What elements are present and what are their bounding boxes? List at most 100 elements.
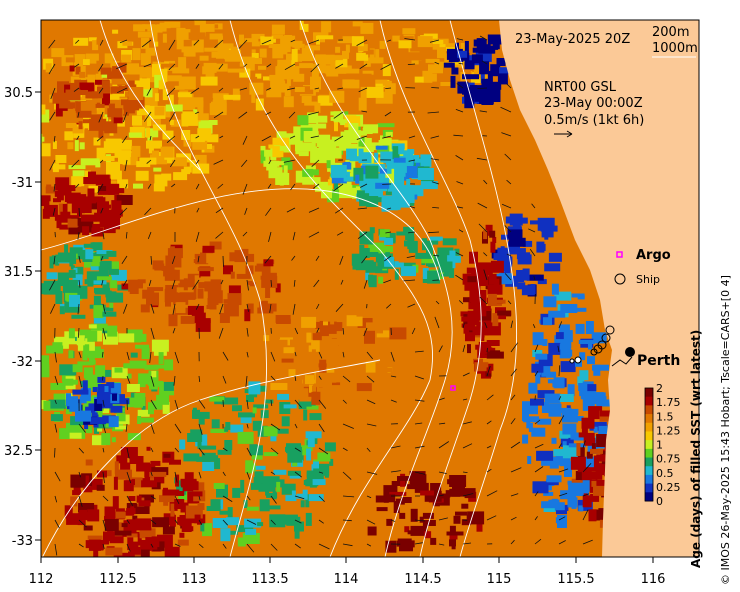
sst-cell — [182, 481, 199, 492]
sst-cell — [114, 530, 132, 536]
sst-cell — [165, 111, 171, 118]
sst-cell — [376, 330, 391, 338]
sst-cell — [92, 435, 106, 446]
current-arrow — [316, 303, 320, 310]
current-arrow — [359, 63, 368, 70]
sst-cell — [191, 456, 204, 461]
current-arrow — [169, 111, 176, 122]
current-arrow — [222, 255, 224, 267]
sst-cell — [317, 95, 333, 106]
current-arrow — [78, 543, 84, 548]
sst-cell — [201, 452, 216, 462]
current-arrow — [334, 207, 344, 214]
sst-cell — [275, 173, 290, 185]
current-arrow — [342, 327, 345, 335]
sst-cell — [399, 512, 406, 519]
sst-cell — [587, 356, 595, 365]
sst-cell — [117, 179, 129, 189]
sst-cell — [388, 494, 396, 503]
current-arrow — [49, 159, 56, 171]
current-arrow — [462, 421, 472, 425]
sst-cell — [178, 100, 196, 111]
sst-cell — [449, 250, 456, 260]
sst-cell — [251, 58, 262, 64]
current-arrow — [390, 351, 395, 362]
sst-cell — [559, 345, 571, 359]
sst-cell — [311, 131, 319, 144]
sst-cell — [344, 347, 361, 354]
sst-cell — [144, 115, 161, 126]
sst-cell — [438, 261, 453, 273]
sst-cell — [111, 113, 116, 126]
sst-cell — [68, 93, 72, 100]
sst-cell — [476, 519, 483, 532]
current-arrow — [102, 375, 104, 381]
current-arrow — [126, 495, 134, 506]
current-arrow — [174, 447, 179, 453]
sst-cell — [177, 539, 189, 546]
current-arrow — [222, 543, 227, 549]
sst-cell — [159, 495, 175, 503]
sst-cell — [259, 499, 270, 512]
sst-cell — [172, 68, 190, 74]
sst-cell — [367, 526, 377, 536]
sst-cell — [49, 256, 54, 269]
current-arrow — [121, 135, 128, 144]
sst-cell — [365, 49, 374, 55]
sst-cell — [165, 285, 179, 293]
sst-cell — [591, 480, 597, 487]
current-arrow — [462, 344, 466, 353]
current-arrow — [102, 399, 105, 407]
sst-cell — [253, 404, 269, 409]
current-arrow — [49, 111, 56, 121]
sst-cell — [127, 433, 141, 441]
current-arrow — [433, 254, 440, 257]
sst-cell — [82, 380, 88, 392]
current-arrow — [484, 322, 488, 329]
current-arrow — [431, 181, 440, 185]
current-arrow — [486, 394, 494, 401]
sst-cell — [98, 125, 104, 139]
sst-cell — [541, 228, 554, 238]
sst-cell — [154, 41, 159, 47]
sst-cell — [430, 537, 437, 545]
sst-cell — [578, 340, 595, 344]
current-arrow — [48, 63, 56, 75]
sst-cell — [548, 310, 566, 318]
lat-tick-label: -33 — [12, 534, 33, 549]
current-arrow — [198, 399, 206, 409]
sst-cell — [163, 381, 174, 391]
current-arrow — [340, 279, 344, 285]
sst-cell — [41, 355, 50, 366]
sst-cell — [139, 528, 156, 539]
sst-cell — [462, 74, 479, 80]
current-arrow — [534, 466, 544, 473]
plot-frame — [40, 19, 700, 558]
sst-cell — [100, 406, 109, 414]
sst-cell — [307, 437, 315, 448]
sst-cell — [346, 370, 359, 383]
current-arrow — [486, 515, 497, 521]
sst-cell — [305, 375, 314, 385]
current-arrow — [429, 39, 440, 43]
sst-cell — [41, 364, 50, 378]
sst-cell — [596, 399, 612, 407]
current-arrow — [150, 399, 157, 410]
sst-cell — [204, 145, 215, 153]
sst-cell — [76, 335, 85, 346]
current-arrow — [195, 111, 200, 114]
current-arrow — [150, 255, 153, 265]
sst-cell — [110, 112, 117, 117]
sst-cell — [492, 313, 499, 327]
sst-cell — [336, 334, 344, 345]
sst-cell — [123, 480, 134, 492]
longitude-axis: 112 112.5 113 113.5 114 114.5 115 115.5 116 — [29, 557, 665, 587]
sst-cell — [183, 134, 192, 147]
sst-cell — [312, 479, 326, 486]
current-arrow — [102, 495, 109, 502]
sst-cell — [379, 40, 386, 49]
sst-cell — [496, 58, 506, 66]
current-arrow — [438, 471, 447, 474]
sst-cell — [384, 246, 393, 253]
sst-cell — [303, 131, 314, 142]
